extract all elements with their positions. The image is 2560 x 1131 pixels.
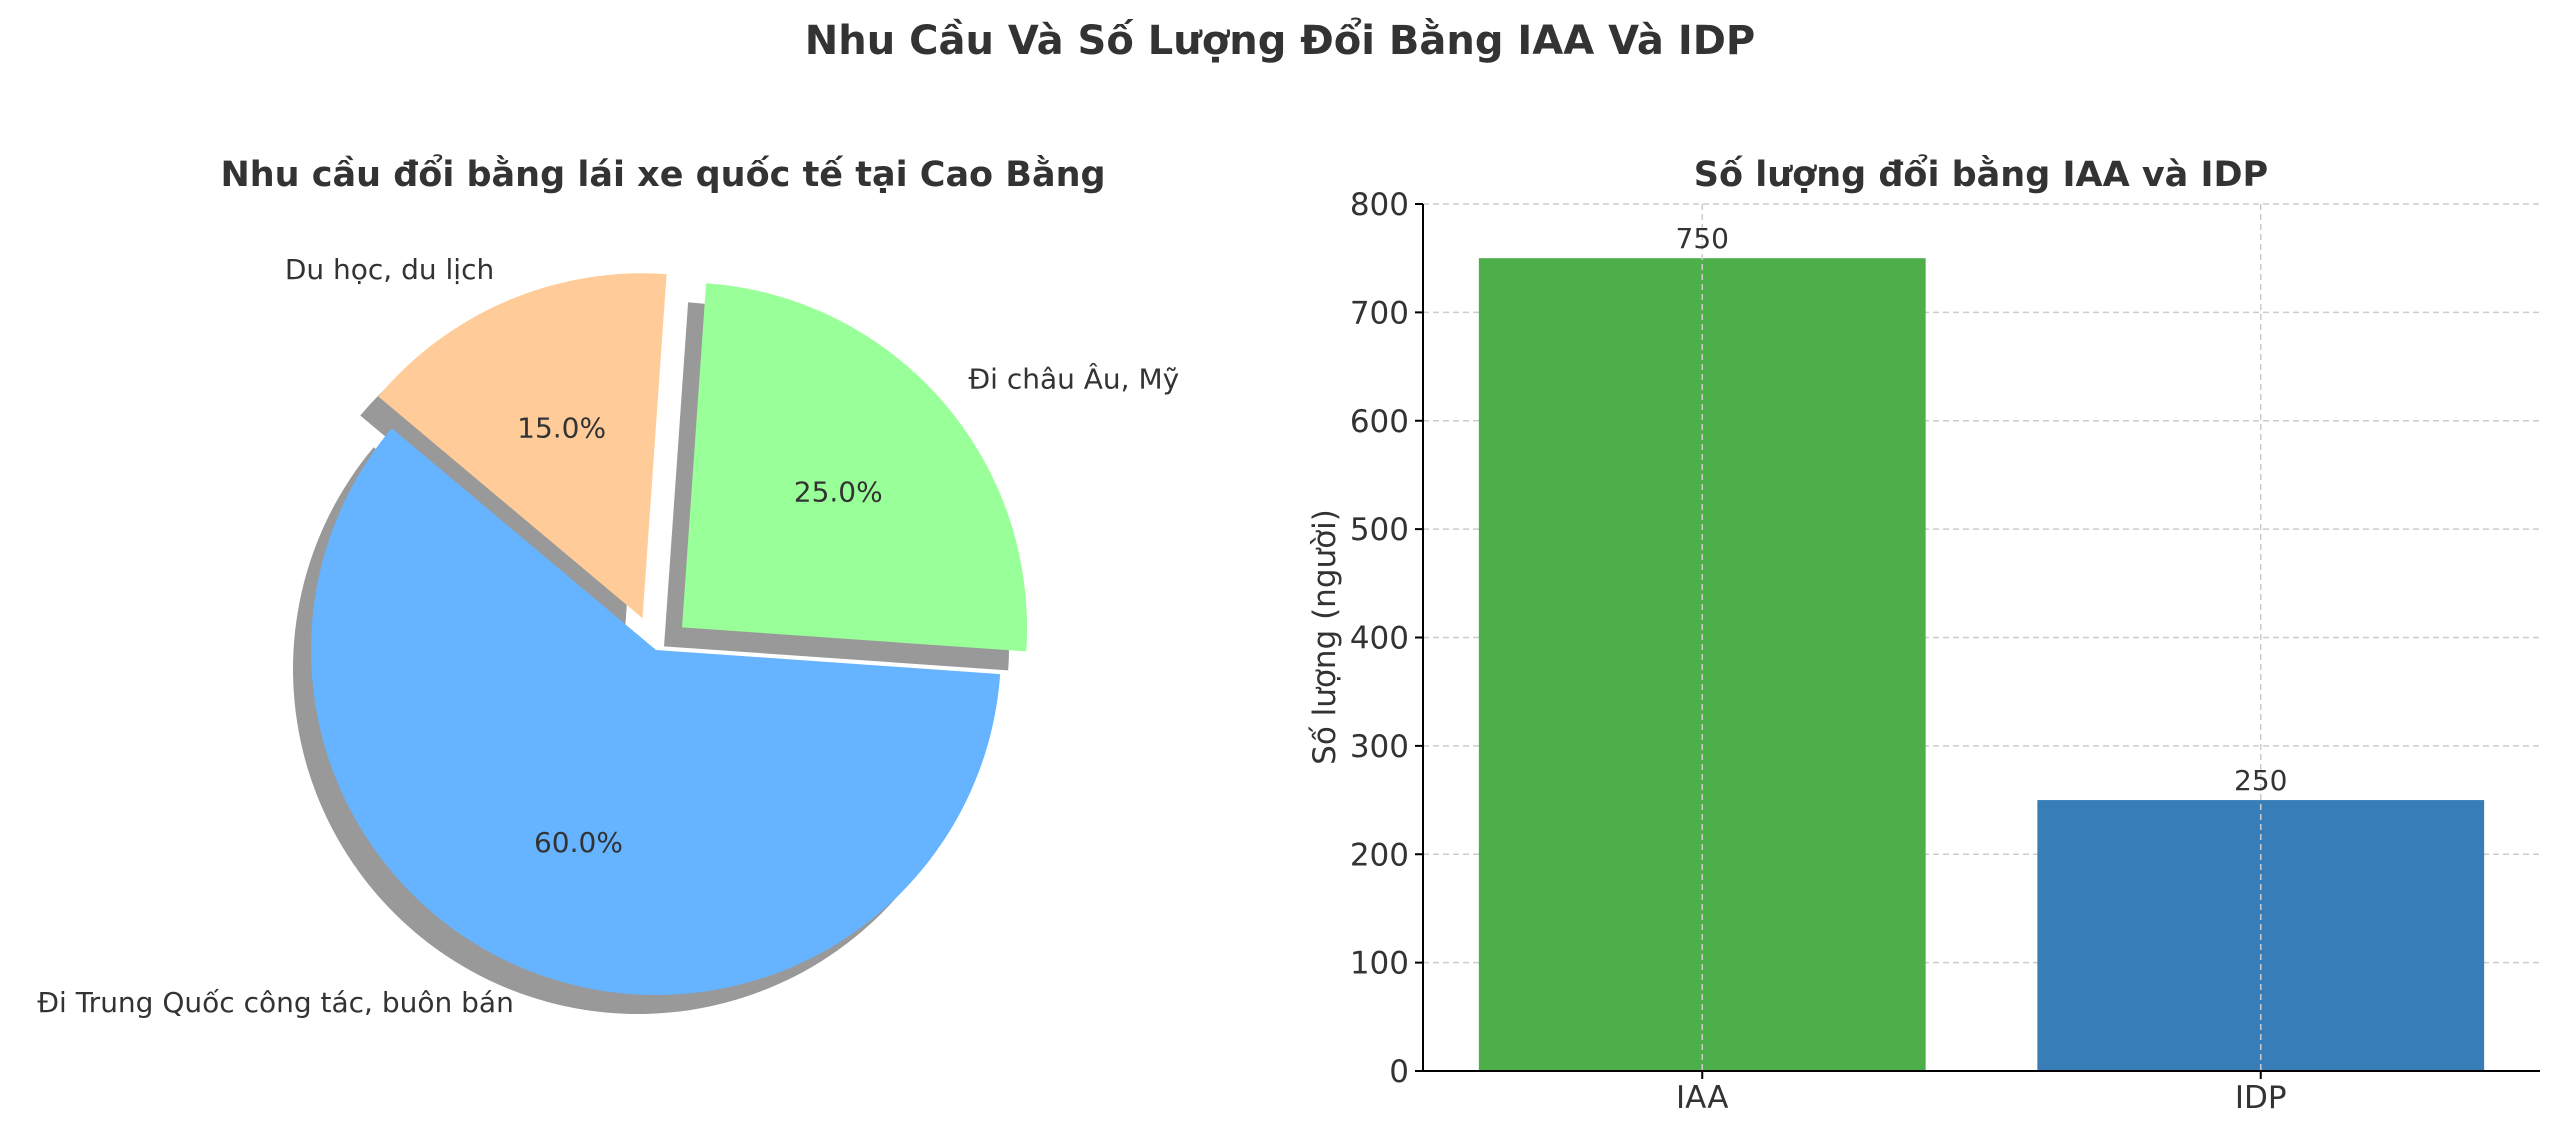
pie-chart: Nhu cầu đổi bằng lái xe quốc tế tại Cao … [37, 153, 1179, 1019]
pie-pct-label-di-chau-au-my: 25.0% [794, 476, 883, 509]
pie-slice-di-chau-au-my [682, 283, 1028, 652]
pie-chart-title: Nhu cầu đổi bằng lái xe quốc tế tại Cao … [220, 153, 1105, 195]
bar-axes: 0 100 200 300 400 500 600 700 800 IAA IDP [1350, 187, 2540, 1116]
bar-value-label-iaa: 750 [1676, 222, 1729, 255]
bar-series: 750 250 [1478, 204, 2485, 1071]
y-tick-label: 800 [1350, 187, 1409, 223]
pie-slice-du-hoc-du-lich [378, 273, 667, 619]
bar-value-label-idp: 250 [2234, 764, 2287, 797]
figure-title: Nhu Cầu Và Số Lượng Đổi Bằng IAA Và IDP [805, 16, 1755, 64]
y-tick-label: 300 [1350, 729, 1409, 765]
y-tick-label: 0 [1389, 1054, 1409, 1090]
pie-slice-layer [311, 273, 1028, 995]
bar-chart: Số lượng đổi bằng IAA và IDP 750 250 0 100… [1307, 153, 2540, 1116]
y-tick-label: 700 [1350, 295, 1409, 331]
pie-label-layer: 60.0% Đi Trung Quốc công tác, buôn bán 25.… [37, 253, 1179, 1019]
x-tick-label-idp: IDP [2235, 1080, 2287, 1116]
pie-category-label-di-trung-quoc-cong-tac-buon-ban: Đi Trung Quốc công tác, buôn bán [37, 986, 514, 1019]
pie-pct-label-di-trung-quoc-cong-tac-buon-ban: 60.0% [534, 826, 623, 859]
pie-pct-label-du-hoc-du-lich: 15.0% [517, 412, 606, 445]
y-tick-label: 600 [1350, 404, 1409, 440]
y-tick-label: 200 [1350, 837, 1409, 873]
pie-category-label-du-hoc-du-lich: Du học, du lịch [285, 253, 494, 286]
pie-slice-di-trung-quoc-cong-tac-buon-ban [311, 428, 1001, 995]
pie-category-label-di-chau-au-my: Đi châu Âu, Mỹ [968, 361, 1179, 395]
y-axis-label: Số lượng (người) [1307, 509, 1343, 765]
y-tick-label: 500 [1350, 512, 1409, 548]
y-tick-label: 400 [1350, 621, 1409, 657]
x-tick-label-iaa: IAA [1676, 1080, 1728, 1116]
bar-chart-title: Số lượng đổi bằng IAA và IDP [1694, 153, 2268, 195]
y-tick-label: 100 [1350, 946, 1409, 982]
